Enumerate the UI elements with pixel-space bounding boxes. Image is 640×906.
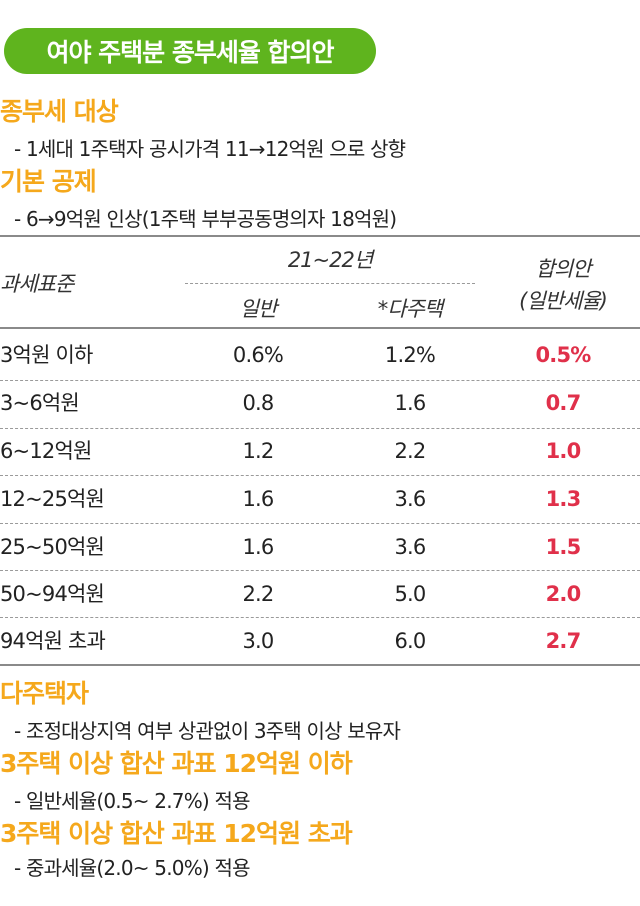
header-period: 21~22년 <box>287 248 373 272</box>
header-multi: *다주택 <box>377 297 443 321</box>
row-multi: 5.0 <box>394 582 427 606</box>
row-general: 1.2 <box>242 439 275 463</box>
row-general: 0.8 <box>242 391 275 415</box>
table-row: 25~50억원 1.6 3.6 1.5 <box>0 523 640 571</box>
section-heading-multi-owner: 다주택자 <box>0 679 89 708</box>
row-general: 1.6 <box>242 535 275 559</box>
section-heading-deduction: 기본 공제 <box>0 167 97 196</box>
row-general: 0.6% <box>232 343 284 367</box>
title-banner: 여야 주택분 종부세율 합의안 <box>4 28 376 74</box>
row-general: 2.2 <box>242 582 275 606</box>
header-agreement-line2: (일반세율) <box>519 289 608 313</box>
table-row: 3~6억원 0.8 1.6 0.7 <box>0 379 640 427</box>
row-general: 3.0 <box>242 629 275 653</box>
table-row: 12~25억원 1.6 3.6 1.3 <box>0 475 640 523</box>
row-multi: 6.0 <box>394 629 427 653</box>
table-bottom-border <box>0 664 640 666</box>
row-label: 12~25억원 <box>0 487 105 511</box>
table-row: 50~94억원 2.2 5.0 2.0 <box>0 570 640 618</box>
header-base: 과세표준 <box>0 272 74 296</box>
table-row: 94억원 초과 3.0 6.0 2.7 <box>0 617 640 665</box>
table-row: 6~12억원 1.2 2.2 1.0 <box>0 427 640 475</box>
row-divider <box>0 475 640 476</box>
row-label: 6~12억원 <box>0 439 92 463</box>
row-agreement: 2.0 <box>545 582 582 606</box>
row-multi: 1.6 <box>394 391 427 415</box>
row-label: 25~50억원 <box>0 535 105 559</box>
table-row: 3억원 이하 0.6% 1.2% 0.5% <box>0 331 640 379</box>
row-multi: 2.2 <box>394 439 427 463</box>
row-label: 94억원 초과 <box>0 629 106 653</box>
header-period-divider <box>185 283 475 284</box>
section-heading-under-12: 3주택 이상 합산 과표 12억원 이하 <box>0 749 353 778</box>
row-divider <box>0 570 640 571</box>
row-agreement: 2.7 <box>545 629 582 653</box>
row-general: 1.6 <box>242 487 275 511</box>
row-divider <box>0 428 640 429</box>
header-general: 일반 <box>239 297 278 321</box>
section-text-target: - 1세대 1주택자 공시가격 11→12억원 으로 상향 <box>14 137 406 161</box>
row-divider <box>0 523 640 524</box>
row-agreement: 1.5 <box>545 535 582 559</box>
row-agreement: 1.3 <box>545 487 582 511</box>
row-divider <box>0 380 640 381</box>
row-label: 50~94억원 <box>0 582 105 606</box>
row-divider <box>0 617 640 618</box>
table-top-border <box>0 235 640 237</box>
row-agreement: 0.5% <box>535 343 591 367</box>
row-multi: 1.2% <box>384 343 436 367</box>
section-heading-over-12: 3주택 이상 합산 과표 12억원 초과 <box>0 819 353 848</box>
header-agreement-line1: 합의안 <box>535 257 592 281</box>
row-label: 3~6억원 <box>0 391 80 415</box>
title-text: 여야 주택분 종부세율 합의안 <box>46 38 334 67</box>
section-heading-target: 종부세 대상 <box>0 97 119 126</box>
section-text-multi-owner: - 조정대상지역 여부 상관없이 3주택 이상 보유자 <box>14 719 401 743</box>
section-text-deduction: - 6→9억원 인상(1주택 부부공동명의자 18억원) <box>14 207 397 231</box>
section-text-under-12: - 일반세율(0.5~ 2.7%) 적용 <box>14 789 250 813</box>
section-text-over-12: - 중과세율(2.0~ 5.0%) 적용 <box>14 856 250 880</box>
row-agreement: 0.7 <box>545 391 582 415</box>
row-multi: 3.6 <box>394 487 427 511</box>
row-multi: 3.6 <box>394 535 427 559</box>
row-agreement: 1.0 <box>545 439 582 463</box>
row-label: 3억원 이하 <box>0 343 93 367</box>
table-header-border <box>0 327 640 329</box>
